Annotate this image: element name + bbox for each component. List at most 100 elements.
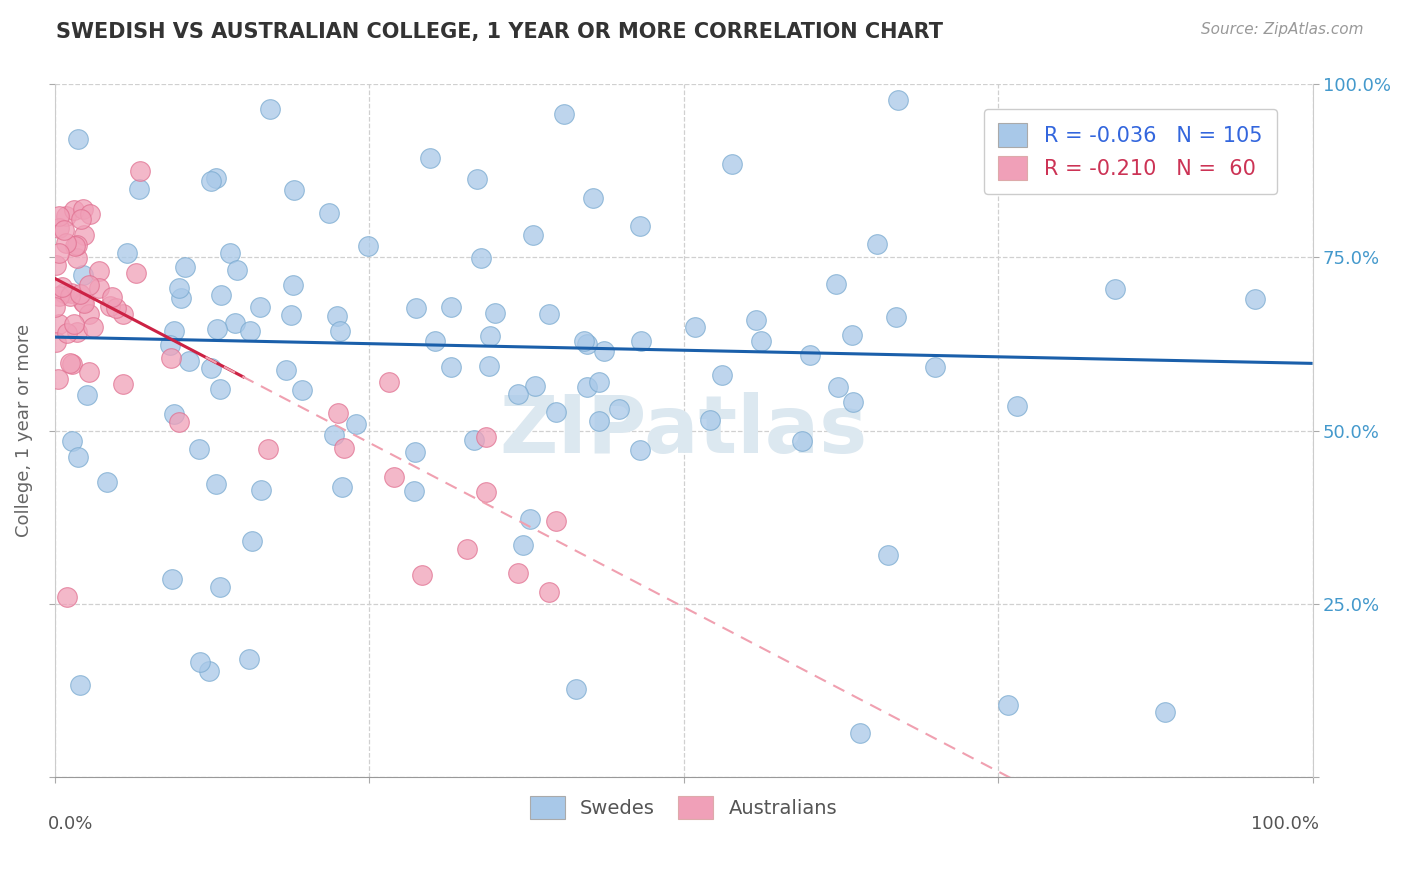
Point xyxy=(322,428,344,442)
Point xyxy=(55,235,77,250)
Point xyxy=(479,329,502,343)
Point xyxy=(72,268,94,283)
Point xyxy=(209,382,232,396)
Point xyxy=(111,307,134,321)
Point xyxy=(67,450,90,465)
Point xyxy=(506,387,529,401)
Point xyxy=(69,286,91,301)
Point xyxy=(318,206,340,220)
Point xyxy=(159,337,181,351)
Point xyxy=(48,209,70,223)
Point xyxy=(790,434,813,448)
Point xyxy=(60,434,83,449)
Point xyxy=(463,434,485,448)
Point xyxy=(607,401,630,416)
Point xyxy=(291,383,314,397)
Point xyxy=(209,580,232,594)
Point xyxy=(593,343,616,358)
Point xyxy=(575,337,598,351)
Point xyxy=(198,664,221,678)
Point xyxy=(163,324,186,338)
Point xyxy=(67,132,90,146)
Point xyxy=(76,388,98,402)
Text: 100.0%: 100.0% xyxy=(1251,814,1319,833)
Point xyxy=(799,347,821,361)
Point xyxy=(404,445,426,459)
Point xyxy=(56,590,79,604)
Point xyxy=(332,480,354,494)
Point xyxy=(699,413,721,427)
Point xyxy=(887,93,910,107)
Point xyxy=(329,324,352,338)
Point xyxy=(53,223,76,237)
Point xyxy=(484,306,506,320)
Point xyxy=(344,417,367,431)
Point xyxy=(512,537,534,551)
Point xyxy=(402,484,425,499)
Point xyxy=(167,416,190,430)
Point xyxy=(162,408,184,422)
Point xyxy=(866,237,889,252)
Point xyxy=(588,413,610,427)
Point xyxy=(475,485,498,500)
Point xyxy=(628,219,651,233)
Point xyxy=(200,174,222,188)
Point xyxy=(382,470,405,484)
Point xyxy=(63,317,86,331)
Point xyxy=(280,308,302,322)
Point xyxy=(200,361,222,376)
Point xyxy=(564,682,586,697)
Point xyxy=(326,309,349,323)
Point xyxy=(522,227,544,242)
Point xyxy=(115,246,138,260)
Point xyxy=(52,285,75,300)
Point xyxy=(173,260,195,274)
Point xyxy=(378,376,401,390)
Point xyxy=(159,351,181,365)
Point xyxy=(537,585,560,599)
Point xyxy=(59,289,82,303)
Point xyxy=(104,301,127,316)
Point xyxy=(250,483,273,498)
Point xyxy=(1244,292,1267,306)
Point xyxy=(160,572,183,586)
Point xyxy=(357,239,380,253)
Point xyxy=(508,566,530,581)
Point xyxy=(44,300,66,314)
Point xyxy=(465,172,488,186)
Point xyxy=(238,652,260,666)
Point xyxy=(588,375,610,389)
Point xyxy=(96,475,118,489)
Point xyxy=(239,324,262,338)
Point xyxy=(419,151,441,165)
Point xyxy=(478,359,501,373)
Text: 0.0%: 0.0% xyxy=(48,814,94,833)
Point xyxy=(924,360,946,375)
Point xyxy=(553,106,575,120)
Point xyxy=(877,548,900,562)
Point xyxy=(77,278,100,293)
Point xyxy=(89,281,111,295)
Point xyxy=(188,655,211,669)
Point xyxy=(849,726,872,740)
Point xyxy=(167,281,190,295)
Point xyxy=(66,325,89,339)
Point xyxy=(283,184,305,198)
Point xyxy=(100,290,122,304)
Point xyxy=(66,237,89,252)
Point xyxy=(87,264,110,278)
Point xyxy=(405,301,427,315)
Point xyxy=(205,322,228,336)
Point xyxy=(240,534,263,549)
Point xyxy=(274,362,297,376)
Point xyxy=(204,171,226,186)
Point xyxy=(59,356,82,370)
Point xyxy=(48,245,70,260)
Point xyxy=(519,512,541,526)
Point xyxy=(205,476,228,491)
Point xyxy=(69,678,91,692)
Point xyxy=(82,320,104,334)
Point xyxy=(209,288,232,302)
Point xyxy=(48,221,70,235)
Point xyxy=(60,357,83,371)
